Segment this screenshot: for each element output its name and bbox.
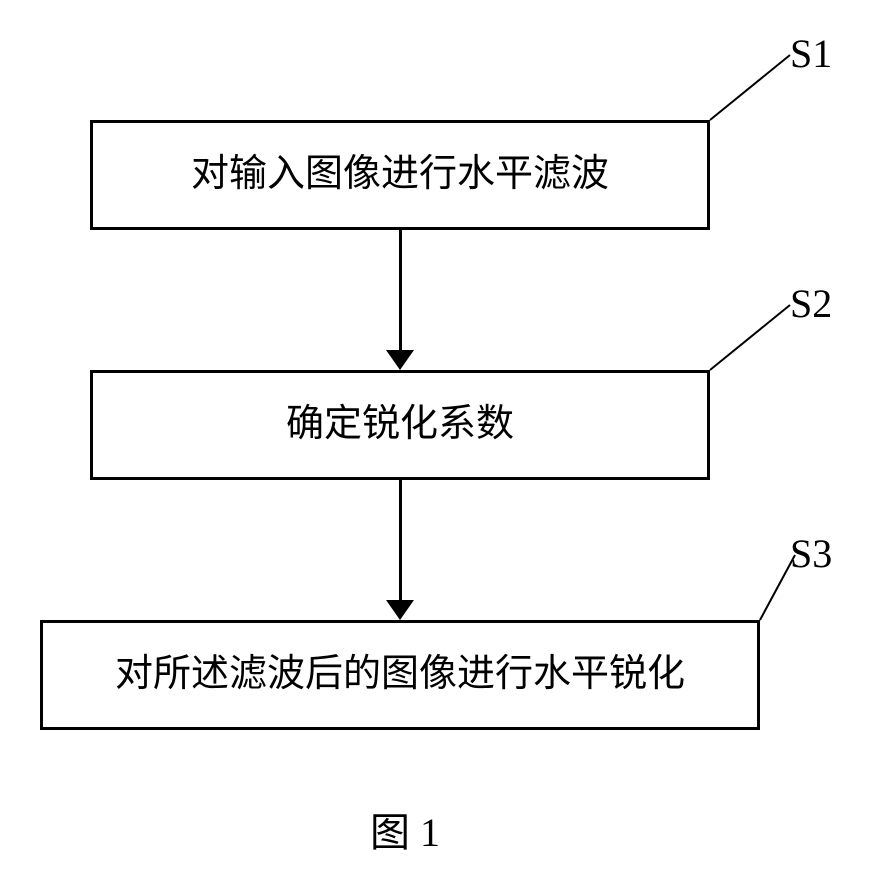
flowchart-canvas: 对输入图像进行水平滤波 S1 确定锐化系数 S2 对所述滤波后的图像进行水平锐化… [0, 0, 890, 869]
step-box-s1: 对输入图像进行水平滤波 [90, 120, 710, 230]
step-label-s3: S3 [790, 530, 832, 577]
step-text-s2: 确定锐化系数 [286, 402, 514, 448]
step-label-s2: S2 [790, 280, 832, 327]
step-box-s2: 确定锐化系数 [90, 370, 710, 480]
step-text-s3: 对所述滤波后的图像进行水平锐化 [115, 652, 685, 698]
figure-caption: 图 1 [370, 800, 440, 858]
step-box-s3: 对所述滤波后的图像进行水平锐化 [40, 620, 760, 730]
arrow-s1-s2-line [399, 230, 402, 352]
arrow-s1-s2-head [386, 350, 414, 370]
step-text-s1: 对输入图像进行水平滤波 [191, 152, 609, 198]
arrow-s2-s3-line [399, 480, 402, 602]
step-label-s1: S1 [790, 30, 832, 77]
arrow-s2-s3-head [386, 600, 414, 620]
